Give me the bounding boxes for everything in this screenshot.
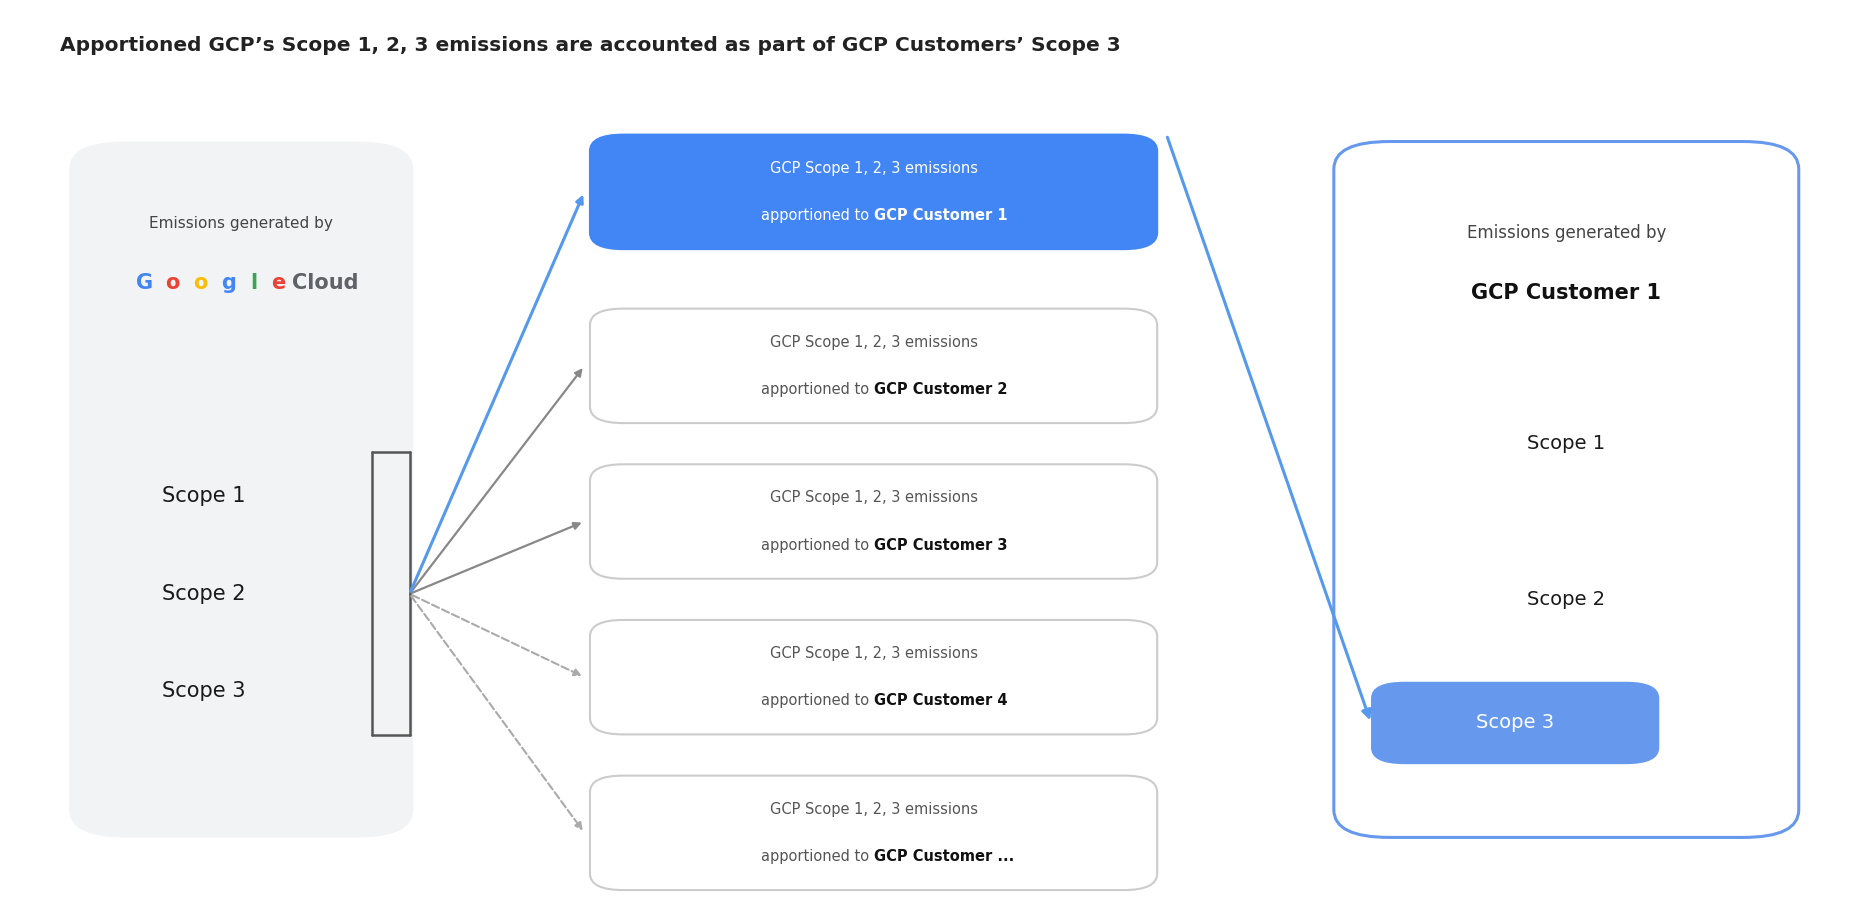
Text: e: e [271,274,286,294]
FancyBboxPatch shape [590,464,1156,578]
Text: GCP Scope 1, 2, 3 emissions: GCP Scope 1, 2, 3 emissions [770,334,977,349]
Text: apportioned to: apportioned to [760,694,874,709]
Text: o: o [164,274,179,294]
Text: Emissions generated by: Emissions generated by [1466,225,1666,242]
Text: g: g [220,274,235,294]
Text: GCP Scope 1, 2, 3 emissions: GCP Scope 1, 2, 3 emissions [770,161,977,176]
Text: Scope 1: Scope 1 [163,486,247,506]
Text: GCP Customer 4: GCP Customer 4 [874,694,1007,709]
Text: GCP Scope 1, 2, 3 emissions: GCP Scope 1, 2, 3 emissions [770,491,977,505]
Text: GCP Customer 2: GCP Customer 2 [874,383,1007,397]
Text: apportioned to: apportioned to [760,538,874,553]
FancyBboxPatch shape [1371,682,1659,764]
FancyBboxPatch shape [69,141,413,837]
Text: GCP Customer 1: GCP Customer 1 [874,208,1007,224]
Text: Cloud: Cloud [291,274,359,294]
Text: Scope 3: Scope 3 [1476,713,1554,733]
Text: Scope 1: Scope 1 [1528,434,1605,453]
Text: o: o [192,274,207,294]
Text: GCP Scope 1, 2, 3 emissions: GCP Scope 1, 2, 3 emissions [770,801,977,817]
Text: GCP Customer ...: GCP Customer ... [874,849,1014,864]
Text: apportioned to: apportioned to [760,208,874,224]
Text: apportioned to: apportioned to [760,383,874,397]
Text: GCP Scope 1, 2, 3 emissions: GCP Scope 1, 2, 3 emissions [770,646,977,661]
FancyBboxPatch shape [590,775,1156,890]
Text: GCP Customer 3: GCP Customer 3 [874,538,1007,553]
FancyBboxPatch shape [590,309,1156,423]
Text: GCP Customer 1: GCP Customer 1 [1472,283,1661,302]
Text: G: G [136,274,153,294]
Text: Apportioned GCP’s Scope 1, 2, 3 emissions are accounted as part of GCP Customers: Apportioned GCP’s Scope 1, 2, 3 emission… [60,36,1121,55]
FancyBboxPatch shape [590,135,1156,249]
FancyBboxPatch shape [590,620,1156,735]
Text: apportioned to: apportioned to [760,849,874,864]
Text: Scope 2: Scope 2 [163,584,247,604]
Text: Scope 2: Scope 2 [1528,590,1605,609]
Text: Scope 3: Scope 3 [163,681,247,701]
Text: l: l [250,274,258,294]
FancyBboxPatch shape [1334,141,1799,837]
Text: Emissions generated by: Emissions generated by [149,216,333,231]
